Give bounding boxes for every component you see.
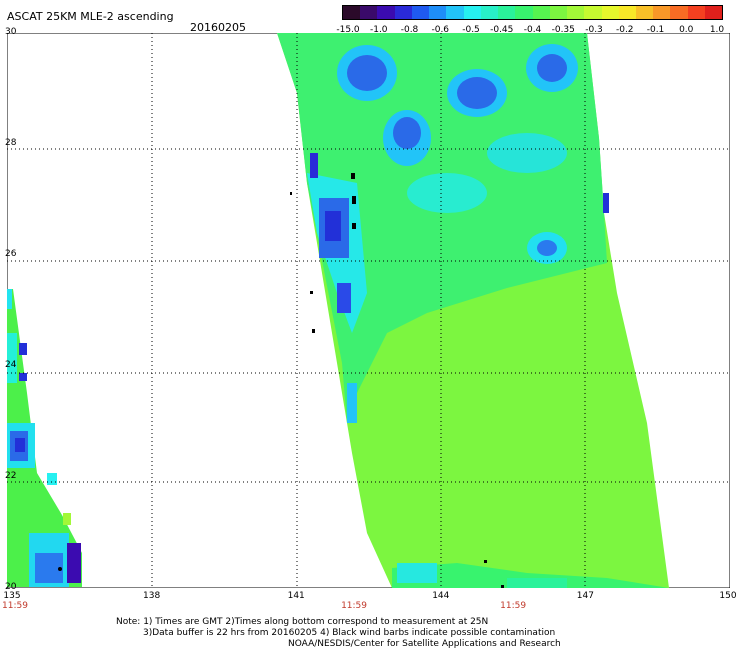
note-line-3: NOAA/NESDIS/Center for Satellite Applica… xyxy=(288,639,561,649)
colorbar-swatch xyxy=(394,6,412,19)
colorbar-swatch xyxy=(515,6,533,19)
colorbar-swatch xyxy=(480,6,499,19)
longitude-label: 150 xyxy=(719,591,737,601)
time-label: 11:59 xyxy=(2,601,28,611)
longitude-label: 147 xyxy=(576,591,594,601)
map-date: 20160205 xyxy=(190,21,246,34)
colorbar-swatch xyxy=(377,6,395,19)
colorbar-label: -0.4 xyxy=(523,25,542,35)
colorbar-swatch xyxy=(618,6,636,19)
colorbar-swatch xyxy=(463,6,481,19)
latitude-label: 26 xyxy=(5,249,17,259)
colorbar-swatch xyxy=(584,6,602,19)
east-swath xyxy=(277,33,669,588)
colorbar-swatch xyxy=(429,6,447,19)
note-line-2: 3)Data buffer is 22 hrs from 20160205 4)… xyxy=(143,628,556,638)
colorbar-label: -0.5 xyxy=(462,25,480,35)
map-title: ASCAT 25KM MLE-2 ascending xyxy=(7,10,174,23)
colorbar-label: -1.0 xyxy=(369,25,388,35)
colorbar-swatch xyxy=(687,6,705,19)
colorbar-label: -0.3 xyxy=(585,25,603,35)
latitude-label: 20 xyxy=(5,582,17,592)
longitude-label: 138 xyxy=(143,591,161,601)
colorbar-swatch xyxy=(343,6,361,19)
colorbar-swatch xyxy=(446,6,464,19)
colorbar-label: -0.8 xyxy=(400,25,419,35)
colorbar-swatch xyxy=(549,6,568,19)
colorbar-label: -0.1 xyxy=(646,25,665,35)
island-markers xyxy=(58,173,504,588)
colorbar-label: -0.2 xyxy=(615,25,634,35)
colorbar-swatch xyxy=(498,6,516,19)
colorbar-label: -0.35 xyxy=(551,25,575,35)
colorbar-label: -15.0 xyxy=(336,25,360,35)
latitude-label: 30 xyxy=(5,27,17,37)
time-label: 11:59 xyxy=(341,601,367,611)
colorbar-swatch xyxy=(411,6,430,19)
latitude-label: 24 xyxy=(5,360,17,370)
colorbar-swatch xyxy=(360,6,378,19)
colorbar-swatch xyxy=(653,6,671,19)
colorbar-label: -0.45 xyxy=(490,25,514,35)
colorbar-label: 0.0 xyxy=(679,25,694,35)
colorbar-swatch xyxy=(532,6,550,19)
colorbar-swatch xyxy=(670,6,688,19)
colorbar-label: 1.0 xyxy=(709,25,725,35)
colorbar-swatch xyxy=(567,6,585,19)
colorbar-swatch xyxy=(704,6,723,19)
latitude-label: 22 xyxy=(5,471,17,481)
colorbar-label: -0.6 xyxy=(431,25,450,35)
note-line-1: Note: 1) Times are GMT 2)Times along bot… xyxy=(116,617,489,627)
longitude-label: 144 xyxy=(432,591,450,601)
latitude-label: 28 xyxy=(5,138,17,148)
colorbar-swatch xyxy=(601,6,619,19)
map-canvas xyxy=(7,33,730,588)
colorbar-swatch xyxy=(635,6,654,19)
grid xyxy=(7,33,730,588)
west-swath xyxy=(7,289,82,587)
colorbar xyxy=(342,5,723,20)
time-label: 11:59 xyxy=(500,601,527,611)
longitude-label: 135 xyxy=(3,591,21,601)
longitude-label: 141 xyxy=(287,591,305,601)
